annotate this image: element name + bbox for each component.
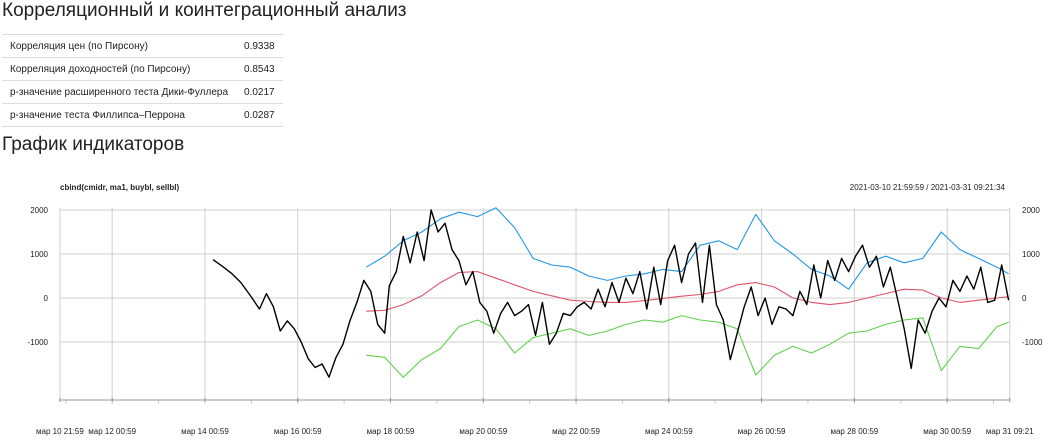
x-tick-label: мар 10 21:59	[36, 427, 84, 436]
stats-row: p-значение расширенного теста Дики-Фулле…	[2, 80, 283, 104]
series-line-buybl	[365, 207, 1009, 290]
y-tick-label-left: -1000	[28, 338, 49, 347]
x-tick-label: мар 30 00:59	[923, 427, 971, 436]
x-tick-label: мар 26 00:59	[738, 427, 786, 436]
stats-row: Корреляция цен (по Пирсону) 0.9338	[2, 34, 283, 58]
series-line-ma1	[366, 271, 1009, 312]
correlation-section-title: Корреляционный и коинтеграционный анализ	[2, 0, 407, 21]
x-tick-label: мар 20 00:59	[459, 427, 507, 436]
chart-date-range: 2021-03-10 21:59:59 / 2021-03-31 09:21:3…	[850, 183, 1006, 192]
stats-row: p-значение теста Филлипса–Перрона 0.0287	[2, 103, 283, 127]
chart-title: cbind(cmidr, ma1, buybl, sellbl)	[60, 183, 179, 192]
x-tick-label: мар 12 00:59	[88, 427, 136, 436]
x-tick-label: мар 31 09:21	[986, 427, 1034, 436]
stat-name: Корреляция цен (по Пирсону)	[2, 34, 237, 58]
stat-name: p-значение расширенного теста Дики-Фулле…	[2, 80, 237, 104]
stat-value: 0.0287	[236, 103, 283, 127]
series-line-cmidr	[212, 209, 1010, 378]
y-tick-label-right: 2000	[1022, 206, 1040, 215]
stat-value: 0.9338	[236, 34, 283, 58]
y-tick-label-right: -1000	[1022, 338, 1043, 347]
indicators-section-title: График индикаторов	[2, 134, 185, 155]
x-tick-label: мар 24 00:59	[645, 427, 693, 436]
y-tick-label-right: 0	[1022, 294, 1027, 303]
stat-value: 0.0217	[236, 80, 283, 104]
y-tick-label-right: 1000	[1022, 250, 1040, 259]
stat-name: p-значение теста Филлипса–Перрона	[2, 103, 237, 127]
y-tick-label-left: 1000	[30, 250, 48, 259]
stat-value: 0.8543	[236, 57, 283, 81]
x-tick-label: мар 16 00:59	[274, 427, 322, 436]
stat-name: Корреляция доходностей (по Пирсону)	[2, 57, 237, 81]
indicators-chart: cbind(cmidr, ma1, buybl, sellbl) 2021-03…	[28, 183, 1043, 436]
x-tick-label: мар 14 00:59	[181, 427, 229, 436]
y-tick-label-left: 2000	[30, 206, 48, 215]
series-line-sellbl	[366, 315, 1009, 378]
x-tick-label: мар 28 00:59	[830, 427, 878, 436]
stats-table: Корреляция цен (по Пирсону) 0.9338 Корреля…	[2, 34, 283, 127]
x-tick-label: мар 18 00:59	[367, 427, 415, 436]
y-tick-label-left: 0	[44, 294, 49, 303]
x-tick-label: мар 22 00:59	[552, 427, 600, 436]
stats-row: Корреляция доходностей (по Пирсону) 0.854…	[2, 57, 283, 81]
